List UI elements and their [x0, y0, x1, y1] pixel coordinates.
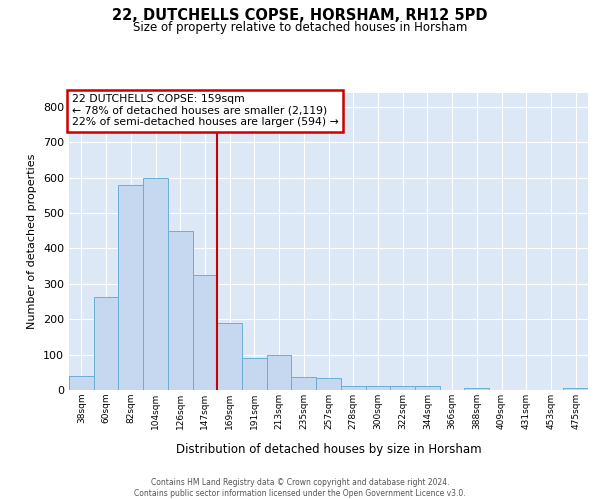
Bar — [415, 386, 440, 390]
Bar — [267, 354, 292, 390]
Bar — [341, 386, 365, 390]
Bar — [69, 376, 94, 390]
Bar — [193, 275, 217, 390]
Text: Distribution of detached houses by size in Horsham: Distribution of detached houses by size … — [176, 442, 482, 456]
Bar — [242, 358, 267, 390]
Bar — [316, 378, 341, 390]
Bar — [292, 377, 316, 390]
Bar — [217, 322, 242, 390]
Bar — [118, 184, 143, 390]
Bar — [563, 388, 588, 390]
Bar — [390, 386, 415, 390]
Bar — [464, 388, 489, 390]
Text: 22, DUTCHELLS COPSE, HORSHAM, RH12 5PD: 22, DUTCHELLS COPSE, HORSHAM, RH12 5PD — [112, 8, 488, 22]
Bar — [168, 230, 193, 390]
Text: 22 DUTCHELLS COPSE: 159sqm
← 78% of detached houses are smaller (2,119)
22% of s: 22 DUTCHELLS COPSE: 159sqm ← 78% of deta… — [71, 94, 338, 127]
Bar — [94, 297, 118, 390]
Text: Contains HM Land Registry data © Crown copyright and database right 2024.
Contai: Contains HM Land Registry data © Crown c… — [134, 478, 466, 498]
Bar — [365, 386, 390, 390]
Y-axis label: Number of detached properties: Number of detached properties — [28, 154, 37, 329]
Bar — [143, 178, 168, 390]
Text: Size of property relative to detached houses in Horsham: Size of property relative to detached ho… — [133, 22, 467, 35]
